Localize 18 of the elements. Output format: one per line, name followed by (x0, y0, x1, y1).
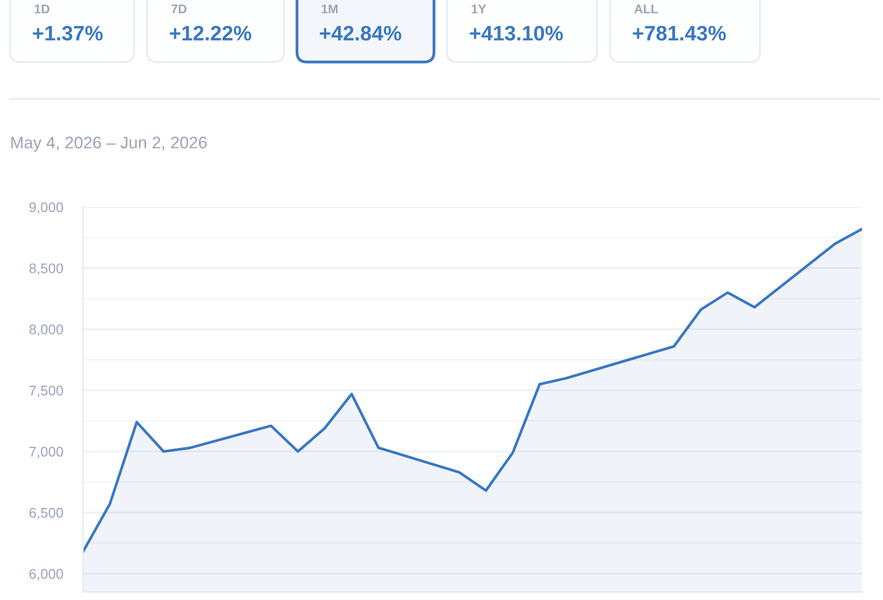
chart-subtitle: May 4, 2026 – Jun 2, 2026 (11, 136, 207, 152)
text: +781.43% (632, 26, 726, 41)
text: +42.84% (320, 26, 402, 41)
y-tick-label: 8,500 (29, 263, 64, 275)
text: +1.37% (32, 26, 103, 41)
category-label: 1M (322, 4, 338, 14)
y-tick-label: 9,000 (29, 202, 64, 214)
y-tick-label: 8,000 (29, 324, 64, 336)
y-tick-label: 6,500 (30, 508, 64, 520)
category-label: 1Y (472, 4, 486, 14)
category-label: 1D (34, 4, 50, 14)
category-label: 7D (172, 4, 186, 14)
category-label: ALL (634, 4, 658, 14)
text: +413.10% (470, 26, 563, 41)
y-tick-label: 7,500 (30, 386, 64, 398)
y-tick-label: 7,000 (30, 446, 64, 458)
y-tick-label: 6,000 (30, 569, 64, 580)
text: +12.22% (170, 26, 252, 41)
